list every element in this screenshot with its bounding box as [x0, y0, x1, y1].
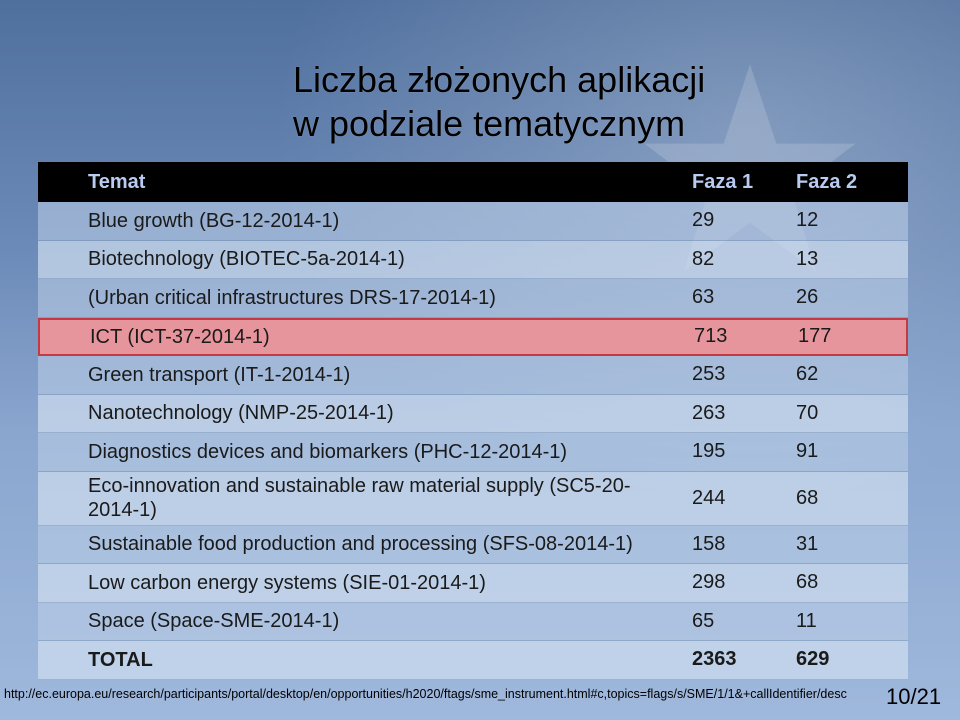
row-phase-1: 253	[692, 363, 726, 386]
row-phase-2: 70	[796, 401, 819, 424]
row-phase-2: 62	[796, 363, 819, 386]
page-number: 10/21	[886, 684, 942, 709]
row-phase-1: 713	[694, 325, 728, 348]
row-phase-2: 13	[796, 247, 819, 270]
row-topic: Blue growth (BG-12-2014-1)	[88, 209, 340, 232]
row-topic: Sustainable food production and processi…	[88, 533, 633, 556]
row-phase-2: 11	[796, 609, 817, 632]
title-line-1: Liczba złożonych aplikacji	[293, 59, 706, 100]
row-phase-1: 263	[692, 401, 726, 424]
row-topic: Nanotechnology (NMP-25-2014-1)	[88, 402, 394, 425]
row-topic: Green transport (IT-1-2014-1)	[88, 363, 351, 386]
row-topic: ICT (ICT-37-2014-1)	[90, 325, 270, 348]
total-phase-2: 629	[796, 648, 830, 671]
header-phase-1: Faza 1	[692, 170, 754, 193]
table-row: Biotechnology (BIOTEC-5a-2014-1) 82 13	[38, 240, 908, 279]
total-phase-1: 2363	[692, 648, 737, 671]
table-row: Blue growth (BG-12-2014-1) 29 12	[38, 202, 908, 241]
row-topic: Space (Space-SME-2014-1)	[88, 610, 340, 633]
row-phase-1: 65	[692, 609, 715, 632]
title-line-2: w podziale tematycznym	[293, 103, 686, 144]
row-phase-1: 82	[692, 247, 715, 270]
table-row: (Urban critical infrastructures DRS-17-2…	[38, 279, 908, 318]
row-topic: Diagnostics devices and biomarkers (PHC-…	[88, 440, 568, 463]
slide-title: Liczba złożonych aplikacji w podziale te…	[293, 58, 705, 146]
table-row: Space (Space-SME-2014-1) 65 11	[38, 602, 908, 641]
row-phase-1: 244	[692, 486, 726, 509]
row-phase-2: 31	[796, 532, 819, 555]
row-phase-2: 68	[796, 486, 819, 509]
row-phase-2: 12	[796, 209, 819, 232]
row-phase-1: 195	[692, 440, 726, 463]
header-topic: Temat	[88, 171, 146, 193]
row-phase-2: 91	[796, 440, 819, 463]
row-topic: (Urban critical infrastructures DRS-17-2…	[88, 286, 496, 309]
table-row: Green transport (IT-1-2014-1) 253 62	[38, 356, 908, 395]
applications-table: Temat Faza 1 Faza 2 Blue growth (BG-12-2…	[38, 162, 908, 680]
table-row-highlighted: ICT (ICT-37-2014-1) 713 177	[38, 317, 908, 356]
row-phase-2: 177	[798, 325, 832, 348]
row-phase-1: 158	[692, 532, 726, 555]
table-row: Sustainable food production and processi…	[38, 525, 908, 564]
total-label: TOTAL	[88, 648, 153, 671]
row-phase-1: 298	[692, 571, 726, 594]
table-row: Low carbon energy systems (SIE-01-2014-1…	[38, 564, 908, 603]
table-row: Diagnostics devices and biomarkers (PHC-…	[38, 433, 908, 472]
table-total-row: TOTAL 2363 629	[38, 641, 908, 680]
row-topic: Low carbon energy systems (SIE-01-2014-1…	[88, 571, 486, 594]
row-topic: Biotechnology (BIOTEC-5a-2014-1)	[88, 248, 405, 271]
table-row: Nanotechnology (NMP-25-2014-1) 263 70	[38, 394, 908, 433]
source-url: http://ec.europa.eu/research/participant…	[4, 687, 847, 701]
row-topic: Eco-innovation and sustainable raw mater…	[88, 475, 631, 521]
row-phase-2: 68	[796, 571, 819, 594]
row-phase-1: 63	[692, 286, 715, 309]
table-row: Eco-innovation and sustainable raw mater…	[38, 471, 908, 526]
header-phase-2: Faza 2	[796, 170, 858, 193]
table-header-row: Temat Faza 1 Faza 2	[38, 162, 908, 202]
row-phase-1: 29	[692, 209, 715, 232]
row-phase-2: 26	[796, 286, 819, 309]
